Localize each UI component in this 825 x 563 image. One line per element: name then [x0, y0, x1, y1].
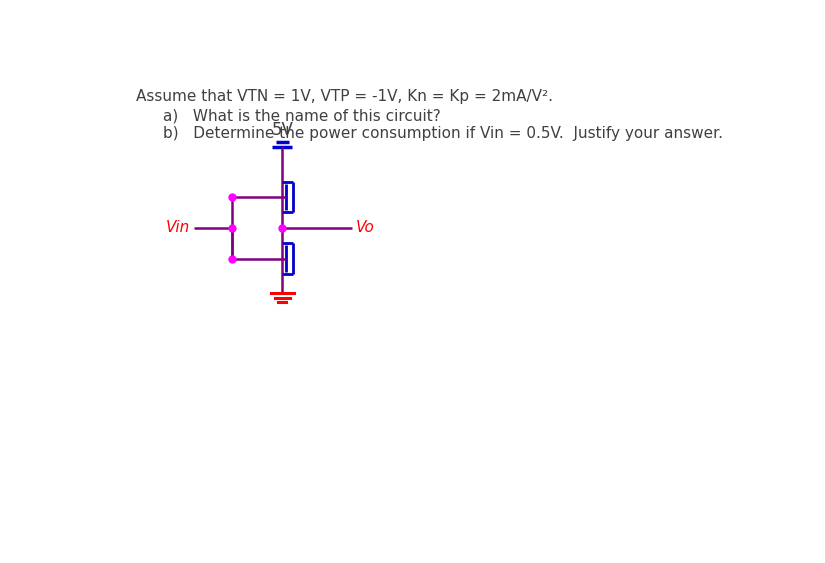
- Text: Vo: Vo: [356, 220, 375, 235]
- Text: Assume that VTN = 1V, VTP = -1V, Kn = Kp = 2mA/V².: Assume that VTN = 1V, VTP = -1V, Kn = Kp…: [136, 89, 553, 104]
- Text: Vin: Vin: [166, 220, 190, 235]
- Text: a)   What is the name of this circuit?: a) What is the name of this circuit?: [163, 108, 441, 123]
- Text: 5V: 5V: [271, 121, 293, 139]
- Text: b)   Determine the power consumption if Vin = 0.5V.  Justify your answer.: b) Determine the power consumption if Vi…: [163, 126, 723, 141]
